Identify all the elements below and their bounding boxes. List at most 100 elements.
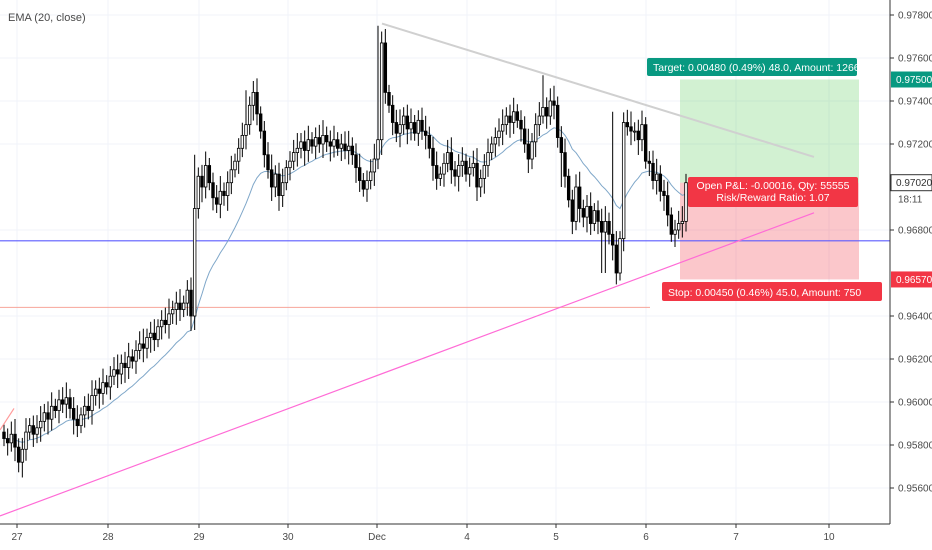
candle: [115, 354, 120, 389]
candle: [357, 153, 362, 192]
candle-body: [610, 233, 615, 246]
candle-body: [207, 165, 212, 184]
target-label: Target: 0.00480 (0.49%) 48.0, Amount: 12…: [653, 62, 874, 74]
candle: [218, 176, 223, 219]
candle: [42, 403, 47, 432]
candle: [211, 172, 215, 211]
candle: [383, 28, 388, 104]
candle: [471, 150, 476, 177]
candle: [460, 147, 465, 177]
candle-body: [185, 289, 190, 304]
candle: [258, 106, 263, 139]
candle: [126, 342, 131, 379]
candle-body: [548, 100, 553, 117]
candle: [684, 173, 688, 232]
candle: [643, 117, 648, 169]
candle-body: [489, 143, 494, 153]
candle: [354, 143, 358, 183]
candle: [398, 109, 402, 148]
candle: [38, 406, 43, 442]
candle: [123, 351, 127, 383]
candle: [585, 194, 589, 233]
candle-body: [537, 115, 542, 126]
candle-body: [280, 182, 285, 196]
candle: [464, 153, 468, 182]
candle-body: [24, 431, 28, 450]
candle-body: [295, 147, 300, 154]
candle-body: [167, 313, 171, 326]
candle-body: [71, 408, 76, 420]
candle-body: [629, 126, 633, 132]
candle-body: [361, 180, 366, 190]
candle-body: [482, 165, 487, 179]
candle-body: [519, 119, 523, 130]
candle: [449, 137, 454, 184]
price-tick-label: 0.97200: [898, 140, 932, 151]
candle-body: [434, 165, 439, 179]
candle: [53, 398, 58, 419]
candle-body: [552, 100, 556, 106]
candle-body: [394, 122, 399, 134]
candle-body: [376, 139, 380, 160]
candle-body: [306, 139, 311, 151]
candle-body: [445, 152, 450, 164]
candle: [269, 154, 274, 201]
candle: [412, 114, 417, 141]
candle-body: [299, 141, 303, 149]
candle-body: [427, 134, 432, 149]
candle-body: [214, 197, 219, 205]
candle: [203, 151, 208, 199]
target-price-bg: [891, 71, 932, 88]
candle: [170, 300, 175, 324]
price-tick-label: 0.96800: [898, 226, 932, 237]
candle-body: [273, 173, 278, 188]
candle: [548, 88, 553, 125]
candle: [475, 148, 479, 201]
candle-body: [438, 173, 443, 179]
candle: [328, 130, 333, 162]
candle: [640, 110, 644, 152]
candle: [647, 151, 652, 177]
candle: [145, 328, 149, 359]
price-tick-label: 0.96400: [898, 312, 932, 323]
candle-body: [599, 220, 604, 233]
candle: [214, 185, 219, 214]
candle: [629, 111, 633, 146]
candle: [489, 136, 494, 161]
time-tick-label: 5: [553, 532, 559, 543]
price-tick-label: 0.97400: [898, 97, 932, 108]
candle-body: [174, 302, 179, 310]
candle: [416, 110, 421, 146]
candle: [603, 206, 608, 273]
target-price-tag: 0.97500: [891, 71, 932, 88]
stop-label: Stop: 0.00450 (0.46%) 45.0, Amount: 750: [668, 287, 861, 299]
candle: [350, 137, 355, 165]
candle-body: [115, 369, 120, 375]
candle: [13, 418, 17, 462]
candle: [284, 160, 289, 191]
candle-body: [530, 141, 534, 160]
candle-body: [658, 173, 663, 192]
candle-body: [544, 107, 549, 117]
candle-body: [654, 173, 659, 181]
candle-body: [229, 169, 234, 184]
candle-body: [647, 160, 652, 164]
candle-body: [119, 362, 124, 375]
candle: [71, 397, 76, 435]
candle: [148, 321, 153, 353]
candle: [299, 133, 303, 159]
candle: [64, 382, 69, 419]
candle-body: [585, 205, 589, 218]
candle-body: [508, 115, 512, 123]
candle: [141, 328, 146, 363]
candle: [592, 203, 597, 232]
candle: [108, 366, 113, 400]
candle-body: [251, 92, 256, 106]
candle-body: [126, 356, 131, 369]
candle-body: [82, 405, 87, 416]
candle-body: [464, 160, 468, 175]
candle-body: [233, 160, 237, 171]
candle-body: [680, 220, 685, 224]
target-label-bg: [647, 58, 857, 76]
candle-body: [258, 113, 263, 132]
